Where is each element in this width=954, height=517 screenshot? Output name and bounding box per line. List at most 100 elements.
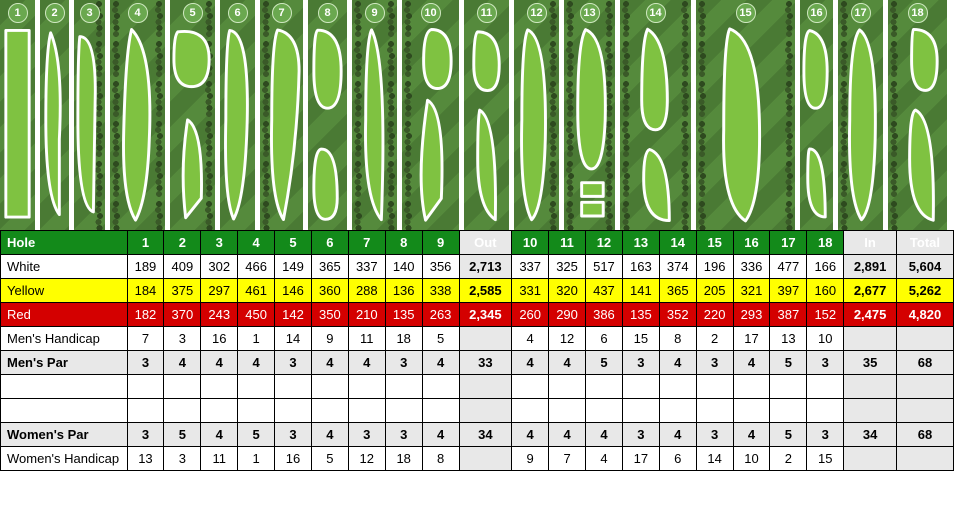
- cell: 397: [770, 279, 807, 303]
- cell: 189: [127, 255, 164, 279]
- cell: 374: [659, 255, 696, 279]
- hole-thumb-14[interactable]: 14: [620, 0, 692, 230]
- cell: 3: [807, 423, 844, 447]
- cell: 466: [238, 255, 275, 279]
- total-cell: 5,604: [896, 255, 953, 279]
- cell: 10: [733, 447, 770, 471]
- hole-thumb-3[interactable]: 3: [74, 0, 106, 230]
- cell: 136: [385, 279, 422, 303]
- cell: 17: [622, 447, 659, 471]
- hole-thumb-4[interactable]: 4: [110, 0, 166, 230]
- row-blank1: [1, 375, 954, 399]
- cell: [311, 399, 348, 423]
- header-hole: 11: [549, 231, 586, 255]
- cell: [622, 399, 659, 423]
- cell: 338: [422, 279, 459, 303]
- cell: 5: [422, 327, 459, 351]
- hole-thumb-9[interactable]: 9: [352, 0, 398, 230]
- row-label: Women's Par: [1, 423, 128, 447]
- hole-thumb-5[interactable]: 5: [170, 0, 216, 230]
- out-cell: 2,345: [459, 303, 512, 327]
- fairway-shape: [800, 0, 833, 230]
- cell: 4: [549, 351, 586, 375]
- cell: 4: [164, 351, 201, 375]
- row-wpar: Women's Par354534334344443434533468: [1, 423, 954, 447]
- cell: 263: [422, 303, 459, 327]
- cell: 3: [127, 423, 164, 447]
- fairway-shape: [696, 0, 795, 230]
- hole-thumb-8[interactable]: 8: [308, 0, 348, 230]
- row-label: White: [1, 255, 128, 279]
- cell: 370: [164, 303, 201, 327]
- cell: 3: [348, 423, 385, 447]
- cell: [201, 399, 238, 423]
- out-cell: 2,585: [459, 279, 512, 303]
- hole-thumb-2[interactable]: 2: [40, 0, 70, 230]
- hole-thumb-6[interactable]: 6: [220, 0, 256, 230]
- hole-thumb-15[interactable]: 15: [696, 0, 796, 230]
- cell: 18: [385, 327, 422, 351]
- hole-thumb-13[interactable]: 13: [564, 0, 616, 230]
- cell: 1: [238, 447, 275, 471]
- hole-thumb-16[interactable]: 16: [800, 0, 834, 230]
- header-hole: 13: [622, 231, 659, 255]
- cell: 160: [807, 279, 844, 303]
- cell: 14: [696, 447, 733, 471]
- cell: 184: [127, 279, 164, 303]
- cell: [659, 375, 696, 399]
- cell: [549, 375, 586, 399]
- cell: 5: [238, 423, 275, 447]
- header-row: Hole 1 2 3 4 5 6 7 8 9 Out 10 11 12 13 1…: [1, 231, 954, 255]
- row-mhcp: Men's Handicap73161149111854126158217131…: [1, 327, 954, 351]
- in-cell: [844, 375, 897, 399]
- row-label: Yellow: [1, 279, 128, 303]
- hole-thumb-1[interactable]: 1: [0, 0, 36, 230]
- cell: [164, 399, 201, 423]
- hole-thumb-10[interactable]: 10: [402, 0, 460, 230]
- in-cell: [844, 399, 897, 423]
- cell: [586, 399, 623, 423]
- cell: 16: [201, 327, 238, 351]
- cell: 288: [348, 279, 385, 303]
- hole-number-badge: 18: [908, 3, 928, 23]
- cell: [311, 375, 348, 399]
- cell: 5: [164, 423, 201, 447]
- out-cell: [459, 447, 512, 471]
- cell: 4: [733, 423, 770, 447]
- hole-thumb-18[interactable]: 18: [888, 0, 948, 230]
- hole-map-strip: 123456789101112131415161718: [0, 0, 954, 230]
- cell: 4: [512, 351, 549, 375]
- cell: 375: [164, 279, 201, 303]
- hole-thumb-17[interactable]: 17: [838, 0, 884, 230]
- hole-thumb-11[interactable]: 11: [464, 0, 510, 230]
- cell: [422, 375, 459, 399]
- cell: [512, 375, 549, 399]
- cell: 5: [770, 423, 807, 447]
- header-hole: 8: [385, 231, 422, 255]
- cell: 4: [659, 423, 696, 447]
- cell: 4: [311, 351, 348, 375]
- cell: 15: [622, 327, 659, 351]
- cell: 437: [586, 279, 623, 303]
- out-cell: 33: [459, 351, 512, 375]
- cell: [201, 375, 238, 399]
- hole-number-badge: 17: [851, 3, 871, 23]
- cell: [586, 375, 623, 399]
- cell: 7: [549, 447, 586, 471]
- hole-number-badge: 1: [8, 3, 28, 23]
- header-hole: 14: [659, 231, 696, 255]
- fairway-shape: [888, 0, 947, 230]
- hole-number-badge: 4: [128, 3, 148, 23]
- in-cell: 2,677: [844, 279, 897, 303]
- hole-thumb-7[interactable]: 7: [260, 0, 304, 230]
- row-label: Red: [1, 303, 128, 327]
- hole-thumb-12[interactable]: 12: [514, 0, 560, 230]
- cell: 4: [422, 351, 459, 375]
- fairway-shape: [838, 0, 883, 230]
- cell: [385, 375, 422, 399]
- cell: 2: [770, 447, 807, 471]
- cell: 4: [238, 351, 275, 375]
- cell: [348, 375, 385, 399]
- cell: [275, 399, 312, 423]
- fairway-shape: [308, 0, 347, 230]
